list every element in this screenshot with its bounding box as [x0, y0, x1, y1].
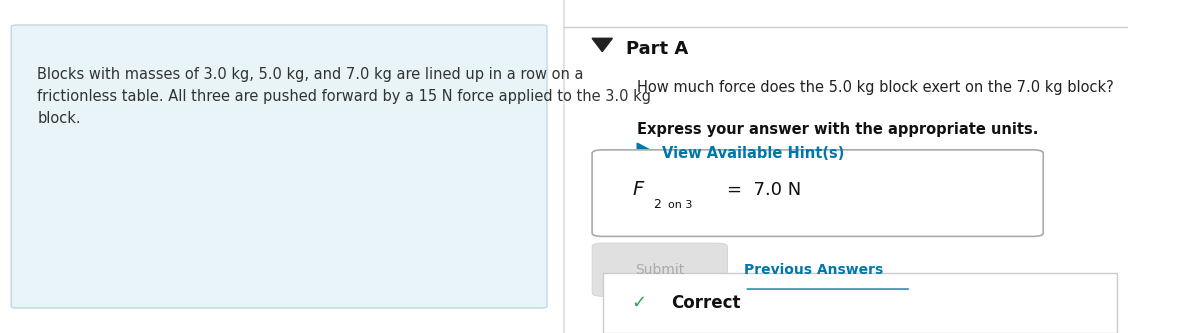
Text: Express your answer with the appropriate units.: Express your answer with the appropriate… — [637, 122, 1038, 137]
Polygon shape — [592, 38, 612, 52]
Text: Previous Answers: Previous Answers — [744, 263, 883, 277]
Text: Correct: Correct — [671, 294, 740, 312]
Text: on 3: on 3 — [667, 200, 692, 210]
Text: How much force does the 5.0 kg block exert on the 7.0 kg block?: How much force does the 5.0 kg block exe… — [637, 80, 1114, 95]
FancyBboxPatch shape — [604, 273, 1116, 333]
Text: Submit: Submit — [635, 263, 684, 277]
Text: Part A: Part A — [626, 40, 688, 58]
Polygon shape — [637, 143, 653, 160]
FancyBboxPatch shape — [592, 243, 727, 296]
FancyBboxPatch shape — [11, 25, 547, 308]
Text: =  7.0 N: = 7.0 N — [727, 181, 802, 199]
Text: View Available Hint(s): View Available Hint(s) — [662, 146, 845, 161]
FancyBboxPatch shape — [592, 150, 1043, 236]
Text: ✓: ✓ — [631, 294, 647, 312]
Text: Blocks with masses of 3.0 kg, 5.0 kg, and 7.0 kg are lined up in a row on a
fric: Blocks with masses of 3.0 kg, 5.0 kg, an… — [37, 67, 652, 126]
Text: $\mathit{2}$: $\mathit{2}$ — [653, 198, 661, 211]
Text: $\mathit{F}$: $\mathit{F}$ — [631, 180, 646, 199]
